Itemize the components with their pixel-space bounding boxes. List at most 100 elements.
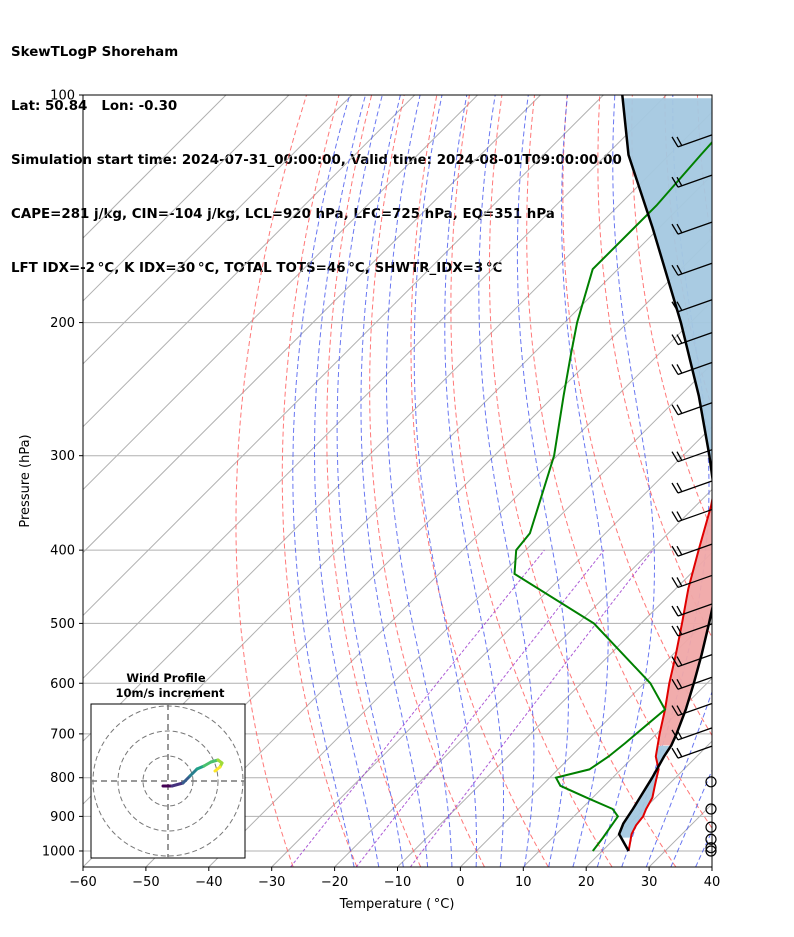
moist-adiabat [360,95,429,867]
isotherm-line [83,95,667,680]
wind-barb-flag [676,223,683,234]
x-tick-label: 0 [456,875,464,890]
wind-barb-staff [677,299,713,313]
inset-title: Wind Profile [126,671,206,685]
y-tick-label: 500 [50,617,75,632]
x-tick-label: 20 [578,875,595,890]
wind-barb-flag [671,577,679,588]
wind-barb-flag [671,729,679,741]
wind-barb-staff [677,331,713,346]
calm-wind-circle [705,845,717,857]
chart-header: SkewTLogP Shoreham Lat: 50.84 Lon: -0.30… [11,8,622,296]
y-axis-label: Pressure (hPa) [18,434,33,527]
wind-barb-flag [671,678,679,690]
wind-barb-flag [671,264,679,276]
x-tick-label: −40 [195,875,222,890]
dry-adiabat [450,95,613,867]
wind-barb-flag [676,625,683,636]
wind-barb-flag [671,747,679,759]
isotherm-line [145,300,712,867]
wind-barb-staff [677,745,713,759]
temperature-line [627,495,712,852]
hodograph-segment [181,774,192,785]
moist-adiabat [386,95,453,867]
wind-barb-flag [676,136,683,147]
mixing-ratio-line [355,549,605,867]
isotherm-line [271,425,712,867]
wind-barb-flag [676,451,683,462]
wind-barb-staff [677,402,713,416]
x-tick-label: −30 [258,875,285,890]
wind-barb-flag [676,404,683,415]
wind-barb-flag [671,511,679,522]
mixing-ratio-line [409,549,654,867]
wind-barb-flag [671,705,679,716]
wind-barb-staff [677,623,713,637]
x-tick-label: 40 [704,875,721,890]
parcel-line [617,95,712,852]
hodograph-segment [213,765,222,773]
isotherm-line [83,95,290,302]
isotherm-line [208,363,712,867]
wind-barb-flag [676,545,683,556]
x-tick-label: 30 [641,875,658,890]
calm-wind-circle [705,842,717,854]
wind-barb-flag [671,223,679,235]
dry-adiabat [369,95,485,867]
y-tick-label: 600 [50,677,75,692]
isotherm-line [83,95,541,554]
x-tick-label: −60 [69,875,96,890]
wind-barb-staff [677,654,713,668]
y-tick-label: 400 [50,544,75,559]
wind-barb-staff [677,508,713,523]
wind-barb-staff [677,480,713,494]
hodograph-segment [170,781,185,788]
wind-barb-flag [671,482,679,494]
wind-barb-staff [677,262,713,276]
isotherm-line [334,488,712,867]
hodograph-segment [188,767,199,778]
indices-line: LFT IDX=-2 °C, K IDX=30 °C, TOTAL TOTS=4… [11,261,503,276]
y-tick-label: 200 [50,316,75,331]
wind-barb-staff [677,574,713,589]
isotherm-line [775,95,794,867]
dry-adiabat [526,95,712,829]
moist-adiabat [444,95,504,867]
wind-barb-flag [671,404,679,416]
moist-adiabat [413,95,477,867]
wind-barb-flag [676,264,683,275]
cape-area-upper [622,98,712,508]
moist-adiabat [292,95,355,867]
wind-barb-flag [676,605,683,616]
wind-barb-flag [676,705,683,715]
y-tick-label: 900 [50,810,75,825]
wind-barb-flag [676,577,683,587]
wind-barb-flag [676,482,683,493]
calm-wind-circle [705,833,717,845]
moist-adiabat [516,95,569,867]
isotherm-line [83,95,604,617]
wind-barb-flag [676,364,683,374]
y-tick-label: 800 [50,771,75,786]
wind-barb-flag [671,364,679,375]
calm-wind-circle [705,803,717,815]
wind-barb-flag [676,511,683,521]
wind-barb-flag [676,678,683,689]
hodograph-ring [117,730,219,832]
wind-barb-flag [671,301,679,313]
wind-barb-flag [676,334,683,344]
wind-barb-staff [677,221,713,235]
wind-barb-flag [671,625,679,637]
dry-adiabat [763,95,794,867]
sounding-profiles [513,95,712,852]
location-line: Lat: 50.84 Lon: -0.30 [11,99,178,114]
inset-hodograph [91,704,245,858]
wind-profile-inset: Wind Profile 10m/s increment [90,671,246,859]
y-tick-label: 700 [50,727,75,742]
wind-barb-flag [671,545,679,557]
wind-barb-staff [677,676,713,690]
y-tick-label: 300 [50,449,75,464]
wind-barb-flag [671,334,679,345]
wind-barb-flag [676,301,683,312]
